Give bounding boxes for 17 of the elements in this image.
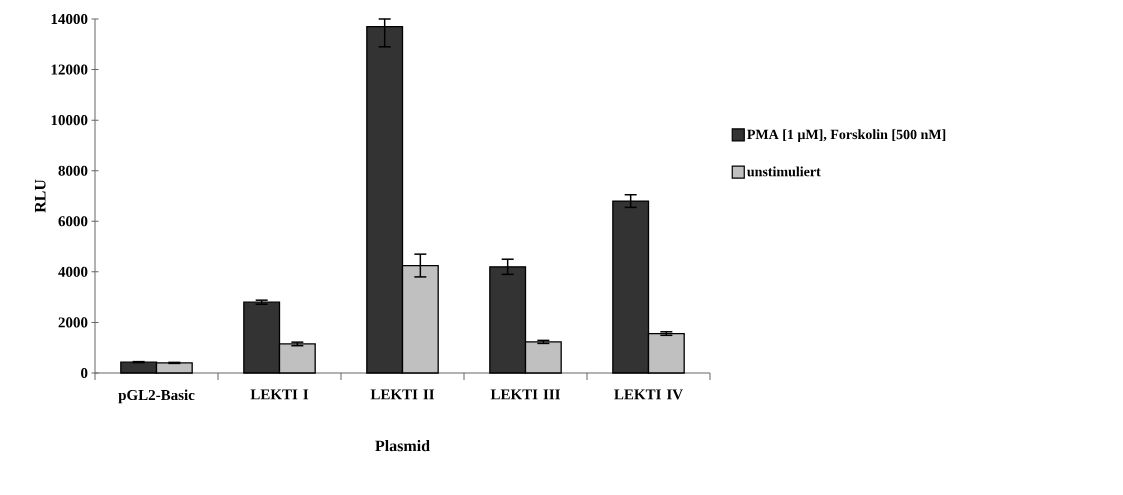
y-tick-label: 2000 — [58, 317, 88, 328]
x-tick-label: LEKTI IV — [614, 389, 683, 400]
x-tick-label: pGL2-Basic — [118, 389, 195, 404]
y-tick-label: 8000 — [58, 165, 88, 176]
y-tick-label: 4000 — [58, 266, 88, 277]
legend-label: PMA [1 µM], Forskolin [500 nM] — [747, 129, 946, 142]
y-tick-label: 14000 — [51, 13, 88, 25]
x-tick-label: LEKTI III — [490, 389, 561, 400]
y-tick-label: 6000 — [58, 216, 88, 227]
x-axis-title: Plasmid — [375, 440, 430, 452]
y-tick-label: 12000 — [51, 64, 88, 75]
x-tick-label: LEKTI I — [250, 389, 309, 400]
y-tick-label: 10000 — [51, 115, 88, 126]
y-tick-label: 0 — [81, 367, 88, 379]
y-axis-title: RLU — [34, 179, 46, 213]
x-tick-label: LEKTI II — [370, 389, 435, 400]
legend-label: unstimuliert — [747, 166, 821, 177]
